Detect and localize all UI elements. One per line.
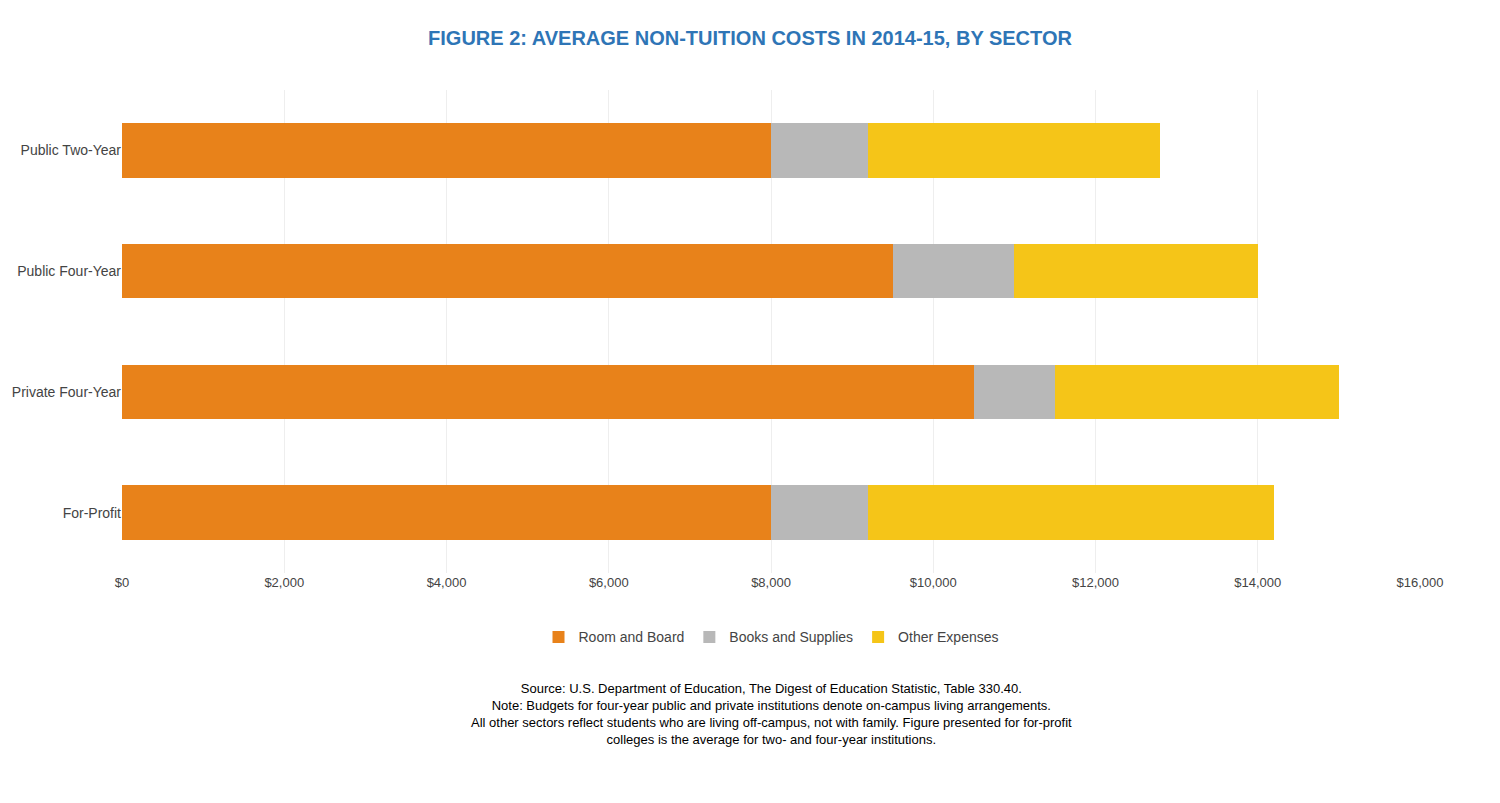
svg-text:$8,000: $8,000 [751,575,791,590]
svg-text:$4,000: $4,000 [427,575,467,590]
svg-text:Source: U.S. Department of Edu: Source: U.S. Department of Education, Th… [471,681,1072,747]
svg-text:$14,000: $14,000 [1234,575,1281,590]
svg-text:$2,000: $2,000 [264,575,304,590]
svg-text:Public Four-Year: Public Four-Year [17,263,121,279]
svg-text:Private Four-Year: Private Four-Year [12,384,122,400]
svg-text:Other Expenses: Other Expenses [898,629,998,645]
svg-text:$10,000: $10,000 [910,575,957,590]
svg-text:$6,000: $6,000 [589,575,629,590]
svg-text:Public Two-Year: Public Two-Year [21,142,122,158]
svg-text:$12,000: $12,000 [1072,575,1119,590]
svg-text:Room and Board: Room and Board [579,629,685,645]
svg-text:$0: $0 [115,575,129,590]
svg-text:For-Profit: For-Profit [63,505,121,521]
svg-text:Books and Supplies: Books and Supplies [729,629,853,645]
svg-text:$16,000: $16,000 [1397,575,1444,590]
svg-text:FIGURE 2: AVERAGE NON-TUITION: FIGURE 2: AVERAGE NON-TUITION COSTS IN 2… [428,27,1072,49]
